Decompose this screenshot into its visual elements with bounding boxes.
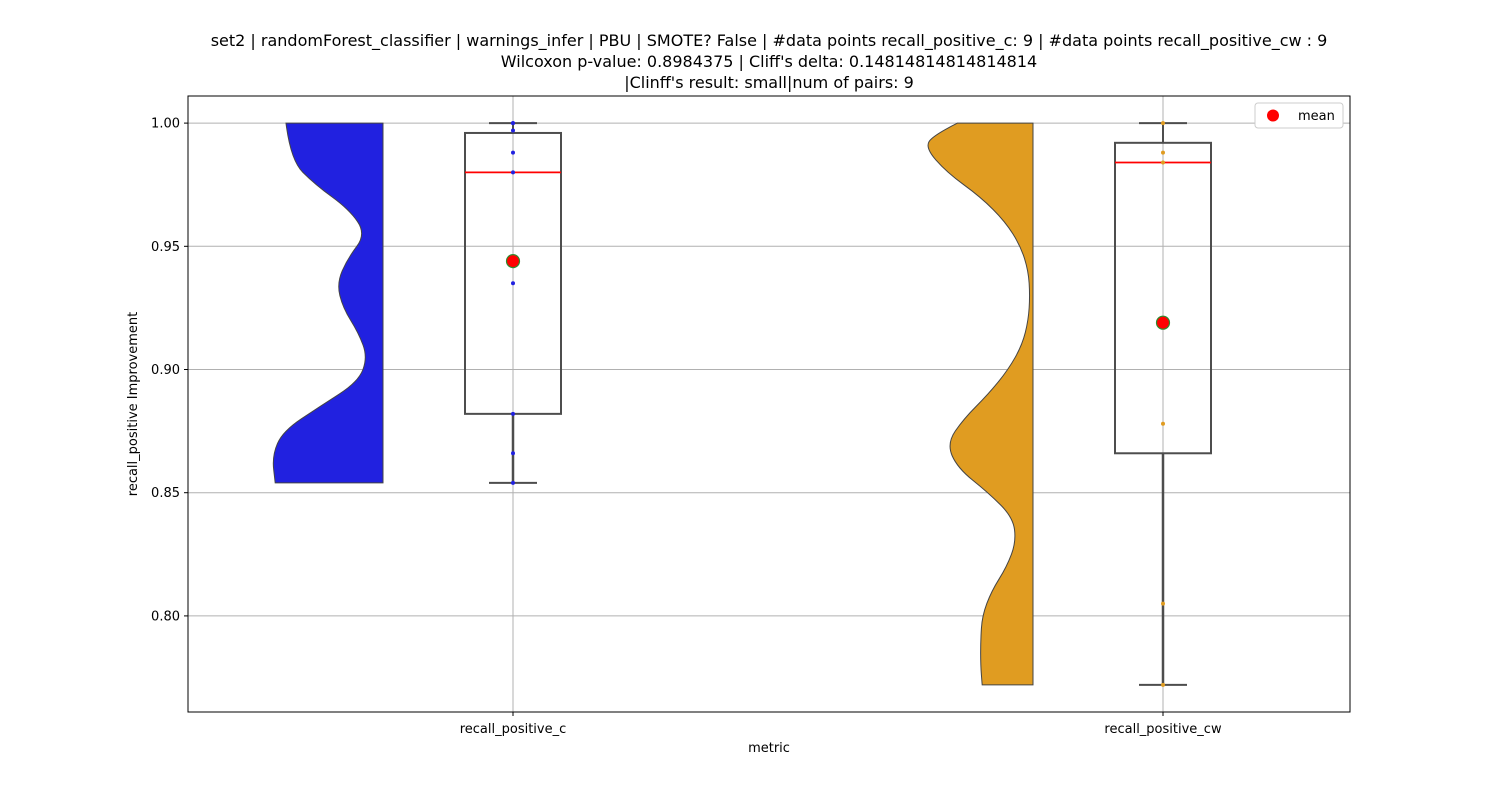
chart-title: set2 | randomForest_classifier | warning…: [211, 31, 1328, 92]
legend-frame: [1254, 102, 1344, 129]
data-point: [1161, 121, 1165, 126]
violin-recall_positive_cw: [927, 122, 1034, 686]
box-recall_positive_cw: [1114, 141, 1212, 455]
data-point: [1161, 682, 1165, 687]
title-line-3: |Clinff's result: small|num of pairs: 9: [624, 73, 914, 92]
data-point: [1161, 150, 1165, 155]
y-tick-label: 0.85: [151, 486, 180, 501]
y-tick-label: 0.90: [151, 363, 180, 378]
data-point: [511, 170, 515, 175]
data-point: [1161, 421, 1165, 426]
data-point: [511, 128, 515, 133]
data-point: [511, 150, 515, 155]
legend: mean: [1254, 102, 1344, 129]
y-tick-label: 0.80: [151, 609, 180, 624]
data-point: [1161, 601, 1165, 606]
title-line-2: Wilcoxon p-value: 0.8984375 | Cliff's de…: [501, 52, 1037, 71]
mean-marker: [505, 253, 521, 269]
y-tick-label: 1.00: [151, 117, 180, 132]
y-tick-label: 0.95: [151, 240, 180, 255]
data-point: [511, 121, 515, 126]
y-axis-label: recall_positive Improvement: [126, 312, 141, 496]
violin-recall_positive_c: [272, 122, 384, 484]
data-point: [511, 281, 515, 286]
axes-frame: [187, 95, 1351, 713]
x-tick-label: recall_positive_cw: [1104, 722, 1222, 737]
data-point: [511, 451, 515, 456]
x-tick-label: recall_positive_c: [460, 722, 567, 737]
plot-area: [272, 121, 1212, 687]
data-point: [511, 480, 515, 485]
axes: 0.80 0.85 0.90 0.95 1.00 recall_positive_c rec…: [151, 95, 1351, 737]
data-point: [511, 411, 515, 416]
legend-mean-marker: [1267, 109, 1279, 122]
data-point: [1161, 160, 1165, 165]
x-axis-label: metric: [748, 741, 790, 756]
mean-marker: [1155, 315, 1171, 330]
legend-label-mean: mean: [1298, 109, 1335, 124]
title-line-1: set2 | randomForest_classifier | warning…: [211, 31, 1328, 51]
